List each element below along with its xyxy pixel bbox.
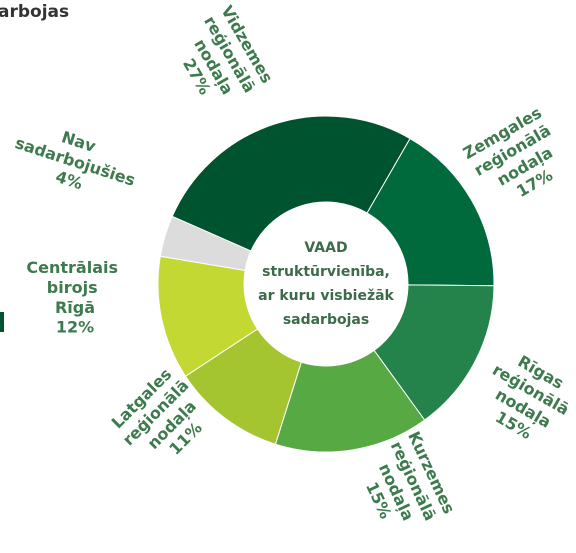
decoration bbox=[0, 312, 4, 332]
category-label: Centrālais birojs Rīgā bbox=[26, 258, 123, 317]
center-text: ar kuru visbiežāk bbox=[258, 288, 394, 304]
center-text: struktūrvienība, bbox=[262, 264, 390, 280]
title-fragment: arbojas bbox=[0, 2, 69, 22]
donut-hole bbox=[244, 202, 408, 366]
value-label: 12% bbox=[56, 318, 94, 337]
center-text: sadarbojas bbox=[283, 312, 369, 328]
center-text: VAAD bbox=[304, 240, 347, 256]
